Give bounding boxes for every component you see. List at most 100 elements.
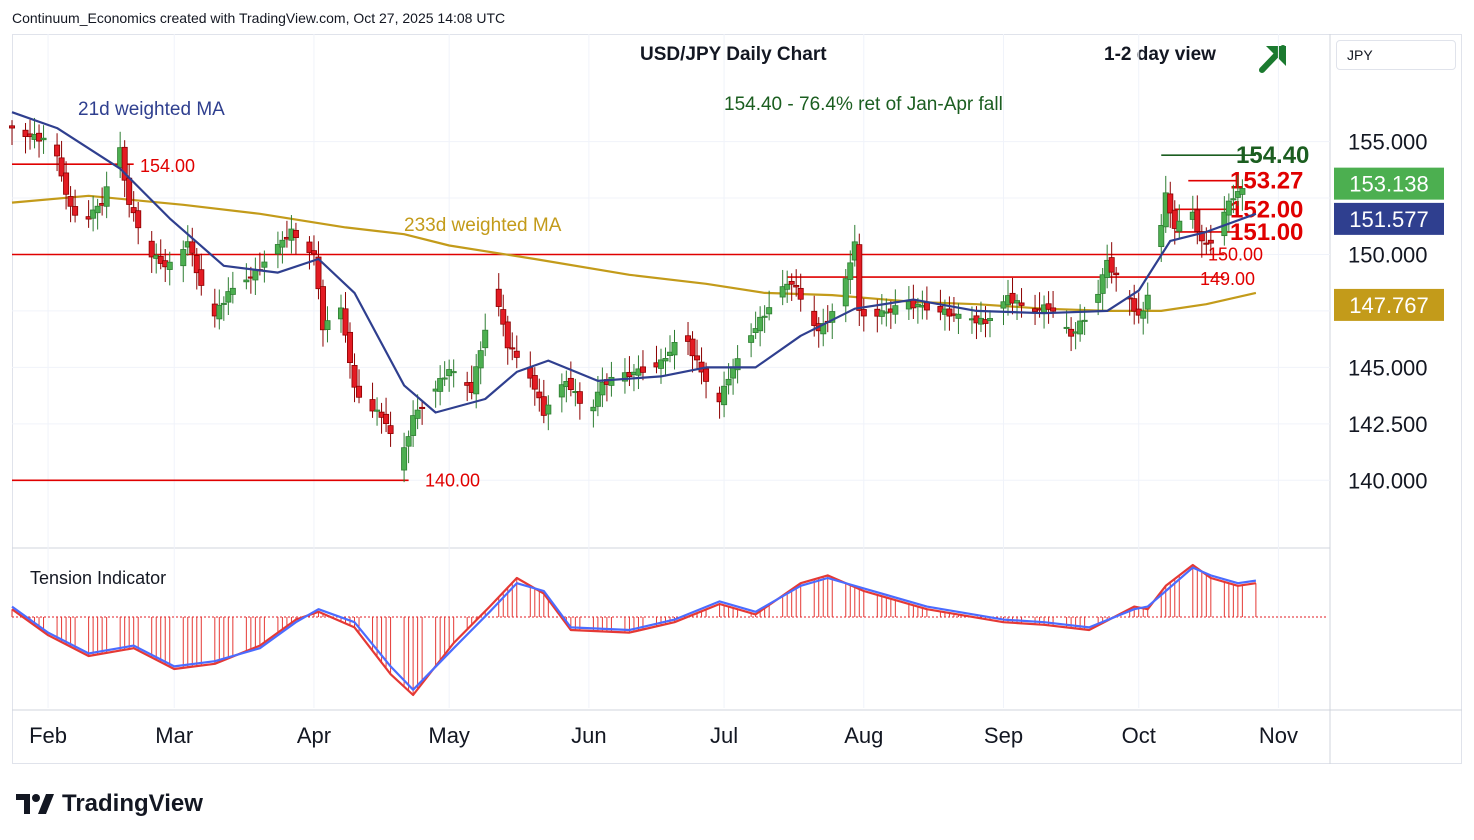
- chart-canvas: USD/JPY Daily Chart 1-2 day view 140.000…: [8, 34, 1462, 764]
- x-month-label: Mar: [155, 723, 193, 748]
- candle-body: [703, 368, 710, 382]
- candle-body: [734, 358, 741, 371]
- candle-body: [482, 329, 489, 349]
- candle-body: [721, 385, 728, 406]
- chart-frame: [12, 34, 1462, 764]
- candle-body: [315, 256, 322, 290]
- candle-body: [662, 358, 669, 362]
- candle-body: [1099, 274, 1106, 294]
- candle-body: [1167, 193, 1174, 214]
- candle-body: [63, 172, 70, 195]
- candle-body: [1081, 319, 1088, 322]
- candle-body: [383, 413, 390, 425]
- candle-body: [788, 280, 795, 285]
- candle-body: [135, 210, 142, 229]
- candle-body: [748, 335, 755, 343]
- candle-body: [590, 406, 597, 412]
- candle-body: [54, 144, 61, 157]
- y-tick-label: 155.000: [1348, 130, 1428, 155]
- candle-body: [757, 316, 764, 332]
- candle-body: [180, 249, 187, 267]
- candle-body: [531, 375, 538, 390]
- candle-body: [324, 320, 331, 330]
- level-label: 140.00: [425, 470, 480, 490]
- x-month-label: Oct: [1122, 723, 1156, 748]
- candle-body: [608, 376, 615, 386]
- x-month-label: Sep: [984, 723, 1023, 748]
- candle-body: [558, 384, 565, 398]
- view-label: 1-2 day view: [1104, 44, 1216, 65]
- candle-body: [761, 315, 768, 318]
- candle-body: [414, 409, 421, 419]
- up-arrow-icon: [1259, 45, 1286, 73]
- candle-body: [67, 196, 74, 207]
- candle-body: [1171, 209, 1178, 229]
- ma21-line: [11, 111, 1257, 414]
- candle-body: [725, 378, 732, 386]
- candle-body: [842, 278, 849, 307]
- candle-body: [1095, 293, 1102, 303]
- candle-body: [1131, 298, 1138, 312]
- price-badge: [1334, 202, 1444, 235]
- tradingview-logo-icon: [16, 794, 54, 814]
- y-tick-label: 142.500: [1348, 412, 1428, 437]
- candle-body: [1194, 209, 1201, 232]
- y-tick-label: 140.000: [1348, 468, 1428, 493]
- candle-body: [319, 286, 326, 331]
- candle-body: [342, 308, 349, 336]
- candle-body: [1203, 242, 1210, 245]
- candle-body: [1113, 272, 1120, 276]
- candle-body: [1077, 320, 1084, 335]
- level-label: 151.00: [1230, 219, 1303, 246]
- candle-body: [878, 310, 885, 317]
- currency-selector[interactable]: JPY: [1336, 40, 1456, 70]
- candle-body: [40, 137, 47, 141]
- price-badge: [1334, 288, 1444, 321]
- candle-body: [279, 239, 286, 248]
- candle-body: [356, 385, 363, 398]
- candle-body: [1018, 302, 1025, 306]
- candle-body: [856, 244, 863, 311]
- brand-name: TradingView: [62, 790, 203, 817]
- candle-body: [1158, 225, 1165, 248]
- candle-body: [310, 250, 317, 255]
- candle-body: [982, 319, 989, 324]
- candle-body: [829, 311, 836, 323]
- candle-body: [847, 262, 854, 280]
- candle-body: [405, 436, 412, 447]
- level-label: 154.40: [1236, 142, 1309, 169]
- candle-body: [892, 305, 899, 315]
- ma233-label: 233d weighted MA: [404, 215, 562, 236]
- candle-body: [811, 310, 818, 326]
- x-month-label: Nov: [1259, 723, 1298, 748]
- ma21-label: 21d weighted MA: [78, 99, 225, 120]
- candle-body: [1108, 257, 1115, 273]
- x-month-label: Feb: [29, 723, 67, 748]
- candle-body: [126, 177, 133, 205]
- candle-body: [261, 261, 268, 268]
- candle-body: [1239, 188, 1246, 195]
- candle-body: [130, 207, 137, 214]
- candle-body: [504, 321, 511, 349]
- candle-body: [387, 425, 394, 434]
- candle-body: [58, 157, 65, 177]
- candle-body: [657, 359, 664, 369]
- candle-body: [216, 304, 223, 320]
- candle-body: [220, 302, 227, 305]
- candle-body: [1140, 310, 1147, 319]
- candle-body: [450, 371, 457, 374]
- candle-body: [94, 205, 101, 214]
- candle-body: [1230, 198, 1237, 201]
- x-month-label: Jun: [571, 723, 606, 748]
- price-badge-label: 153.138: [1349, 172, 1429, 197]
- x-month-label: Jul: [710, 723, 738, 748]
- candle-body: [1198, 231, 1205, 242]
- candle-body: [121, 146, 128, 181]
- candle-body: [689, 338, 696, 357]
- candle-body: [243, 279, 250, 283]
- candle-body: [576, 391, 583, 404]
- chart-header: Continuum_Economics created with Trading…: [12, 10, 506, 26]
- candle-body: [477, 350, 484, 369]
- candle-body: [274, 244, 281, 255]
- candle-body: [1144, 294, 1151, 310]
